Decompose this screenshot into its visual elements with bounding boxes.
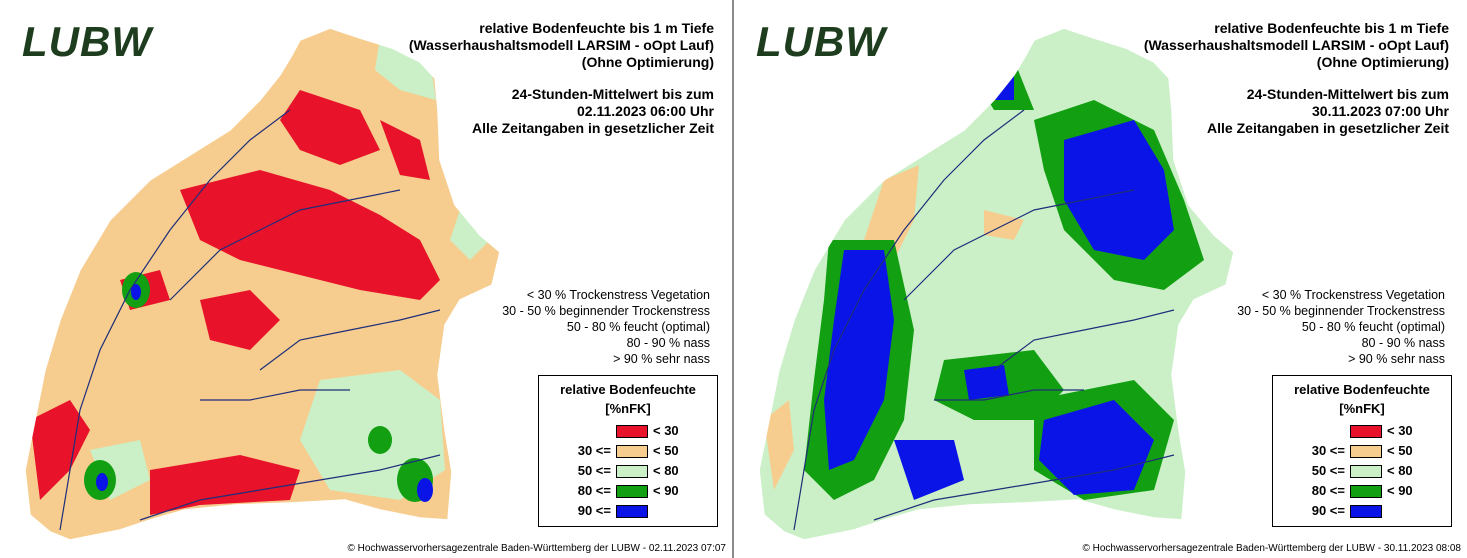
legend-unit: [%nFK] [605, 401, 651, 416]
title-line: (Wasserhaushaltsmodell LARSIM - oOpt Lau… [408, 37, 714, 53]
legend-box-right: relative Bodenfeuchte [%nFK] < 30 30 <= … [1272, 375, 1452, 527]
title-line: (Ohne Optimierung) [1316, 54, 1449, 70]
lubw-logo: LUBW [756, 18, 886, 65]
legend-row-ge90: 90 <= [1273, 502, 1451, 520]
copyright-right: © Hochwasservorhersagezentrale Baden-Wür… [1082, 543, 1462, 554]
legend-swatch-orange [1350, 445, 1382, 458]
legend-row-right-label: < 90 [1387, 483, 1413, 498]
legend-description: 30 - 50 % beginnender Trockenstress [1237, 304, 1445, 318]
legend-row-right-label: < 80 [653, 463, 679, 478]
dry-zones-right [764, 165, 1024, 490]
legend-row-lt30: < 30 [539, 422, 717, 440]
soil-moisture-map-right [758, 27, 1235, 541]
legend-row-left-label: 90 <= [577, 503, 611, 518]
legend-description: > 90 % sehr nass [1348, 352, 1445, 366]
legend-row-right-label: < 30 [653, 423, 679, 438]
legend-swatch-red [616, 425, 648, 438]
very-wet-zones-left [96, 284, 433, 502]
legend-swatch-green [1350, 485, 1382, 498]
copyright-left: © Hochwasservorhersagezentrale Baden-Wür… [347, 543, 727, 554]
legend-description: 30 - 50 % beginnender Trockenstress [502, 304, 710, 318]
legend-title: relative Bodenfeuchte [560, 382, 696, 397]
legend-swatch-orange [616, 445, 648, 458]
legend-title: relative Bodenfeuchte [1294, 382, 1430, 397]
legend-swatch-blue [616, 505, 648, 518]
date-line: Alle Zeitangaben in gesetzlicher Zeit [472, 120, 714, 136]
rivers-right [793, 109, 1175, 531]
legend-row-ge90: 90 <= [539, 502, 717, 520]
legend-row-lt30: < 30 [1273, 422, 1451, 440]
title-line: relative Bodenfeuchte bis 1 m Tiefe [479, 20, 714, 36]
legend-row-left-label: 50 <= [1311, 463, 1345, 478]
legend-row-left-label: 90 <= [1311, 503, 1345, 518]
legend-row-right-label: < 80 [1387, 463, 1413, 478]
legend-row-left-label: 80 <= [1311, 483, 1345, 498]
title-line: relative Bodenfeuchte bis 1 m Tiefe [1214, 20, 1449, 36]
legend-description: 50 - 80 % feucht (optimal) [1301, 320, 1445, 334]
legend-row-left-label: 50 <= [577, 463, 611, 478]
map-title-right: relative Bodenfeuchte bis 1 m Tiefe (Was… [1144, 20, 1449, 137]
map-panel-right: LUBW relative Bodenfeuchte bis 1 m Tiefe… [734, 0, 1467, 558]
legend-descriptions-left: < 30 % Trockenstress Vegetation 30 - 50 … [502, 287, 710, 367]
legend-descriptions-right: < 30 % Trockenstress Vegetation 30 - 50 … [1237, 287, 1445, 367]
legend-row-right-label: < 50 [1387, 443, 1413, 458]
title-line: (Ohne Optimierung) [581, 54, 714, 70]
legend-unit: [%nFK] [1339, 401, 1385, 416]
legend-swatch-lightgreen [616, 465, 648, 478]
legend-row-50-80: 50 <= < 80 [539, 462, 717, 480]
legend-row-30-50: 30 <= < 50 [539, 442, 717, 460]
legend-description: 80 - 90 % nass [626, 336, 710, 350]
legend-swatch-blue [1350, 505, 1382, 518]
date-line: Alle Zeitangaben in gesetzlicher Zeit [1207, 120, 1449, 136]
legend-row-80-90: 80 <= < 90 [539, 482, 717, 500]
legend-row-right-label: < 30 [1387, 423, 1413, 438]
legend-row-left-label: 30 <= [1311, 443, 1345, 458]
legend-description: 50 - 80 % feucht (optimal) [566, 320, 710, 334]
legend-description: > 90 % sehr nass [613, 352, 710, 366]
date-line: 24-Stunden-Mittelwert bis zum [511, 86, 714, 102]
legend-box-left: relative Bodenfeuchte [%nFK] < 30 30 <= … [538, 375, 718, 527]
title-line: (Wasserhaushaltsmodell LARSIM - oOpt Lau… [1143, 37, 1449, 53]
legend-description: 80 - 90 % nass [1361, 336, 1445, 350]
legend-row-left-label: 80 <= [577, 483, 611, 498]
date-line: 02.11.2023 06:00 Uhr [577, 103, 714, 119]
legend-swatch-red [1350, 425, 1382, 438]
soil-moisture-map-left [24, 27, 501, 541]
legend-row-right-label: < 90 [653, 483, 679, 498]
map-panel-left: LUBW relative Bodenfeuchte bis 1 m Tiefe… [0, 0, 732, 558]
legend-row-30-50: 30 <= < 50 [1273, 442, 1451, 460]
rivers-left [59, 109, 441, 531]
legend-swatch-lightgreen [1350, 465, 1382, 478]
lubw-logo: LUBW [22, 18, 152, 65]
panel-divider [732, 0, 734, 558]
very-wet-zones-right [824, 70, 1174, 500]
legend-row-80-90: 80 <= < 90 [1273, 482, 1451, 500]
legend-description: < 30 % Trockenstress Vegetation [526, 288, 710, 302]
legend-row-50-80: 50 <= < 80 [1273, 462, 1451, 480]
legend-description: < 30 % Trockenstress Vegetation [1261, 288, 1445, 302]
date-line: 24-Stunden-Mittelwert bis zum [1246, 86, 1449, 102]
map-title-left: relative Bodenfeuchte bis 1 m Tiefe (Was… [409, 20, 714, 137]
legend-swatch-green [616, 485, 648, 498]
legend-row-right-label: < 50 [653, 443, 679, 458]
legend-row-left-label: 30 <= [577, 443, 611, 458]
date-line: 30.11.2023 07:00 Uhr [1312, 103, 1449, 119]
